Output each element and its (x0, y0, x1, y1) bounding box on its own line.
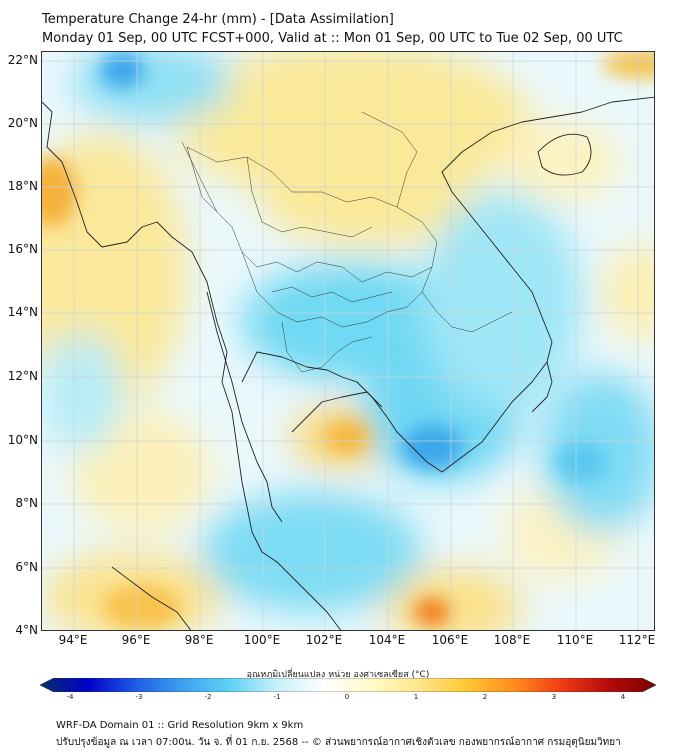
colorbar-tick-label: 1 (413, 693, 419, 701)
lat-label-20: 20°N (7, 116, 38, 130)
colorbar-tick-label: -1 (273, 693, 281, 701)
colorbar-tick-label: 3 (551, 693, 557, 701)
map-title: Temperature Change 24-hr (mm) - [Data As… (42, 12, 394, 27)
temperature-change-map (42, 52, 654, 630)
graticule (42, 52, 654, 630)
colorbar-tick-label: 4 (620, 693, 626, 701)
lat-label-22: 22°N (7, 53, 38, 67)
colorbar-tick-label: -2 (204, 693, 212, 701)
colorbar-tick-label: -3 (135, 693, 143, 701)
lon-label-104: 104°E (368, 633, 406, 647)
lat-label-18: 18°N (7, 179, 38, 193)
colorbar (40, 678, 656, 692)
lon-label-102: 102°E (305, 633, 343, 647)
colorbar-gradient (40, 678, 656, 692)
colorbar-tick-label: 0 (344, 693, 350, 701)
lon-label-96: 96°E (121, 633, 151, 647)
footer-update-info: ปรับปรุงข้อมูล ณ เวลา 07:00น. วัน จ. ที่… (56, 737, 621, 748)
lon-label-100: 100°E (243, 633, 281, 647)
lat-label-14: 14°N (7, 305, 38, 319)
province-borders (181, 111, 513, 373)
lon-label-106: 106°E (431, 633, 469, 647)
coastlines (42, 96, 654, 630)
lon-label-94: 94°E (58, 633, 88, 647)
lat-label-6: 6°N (15, 560, 38, 574)
temperature-extremes (42, 52, 654, 629)
lon-label-108: 108°E (493, 633, 531, 647)
colorbar-title: อุณหภูมิเปลี่ยนแปลง หน่วย องศาเซลเซียส (… (246, 670, 430, 680)
lon-label-112: 112°E (618, 633, 656, 647)
colorbar-tick-label: -4 (66, 693, 74, 701)
lat-label-4: 4°N (15, 623, 38, 637)
lat-label-10: 10°N (7, 433, 38, 447)
lon-label-110: 110°E (556, 633, 594, 647)
lon-label-98: 98°E (184, 633, 214, 647)
lat-label-8: 8°N (15, 496, 38, 510)
lat-label-12: 12°N (7, 369, 38, 383)
colorbar-tick-label: 2 (482, 693, 488, 701)
map-panel (41, 51, 655, 631)
lat-label-16: 16°N (7, 242, 38, 256)
map-subtitle: Monday 01 Sep, 00 UTC FCST+000, Valid at… (42, 31, 623, 46)
footer-model-info: WRF-DA Domain 01 :: Grid Resolution 9km … (56, 720, 304, 731)
